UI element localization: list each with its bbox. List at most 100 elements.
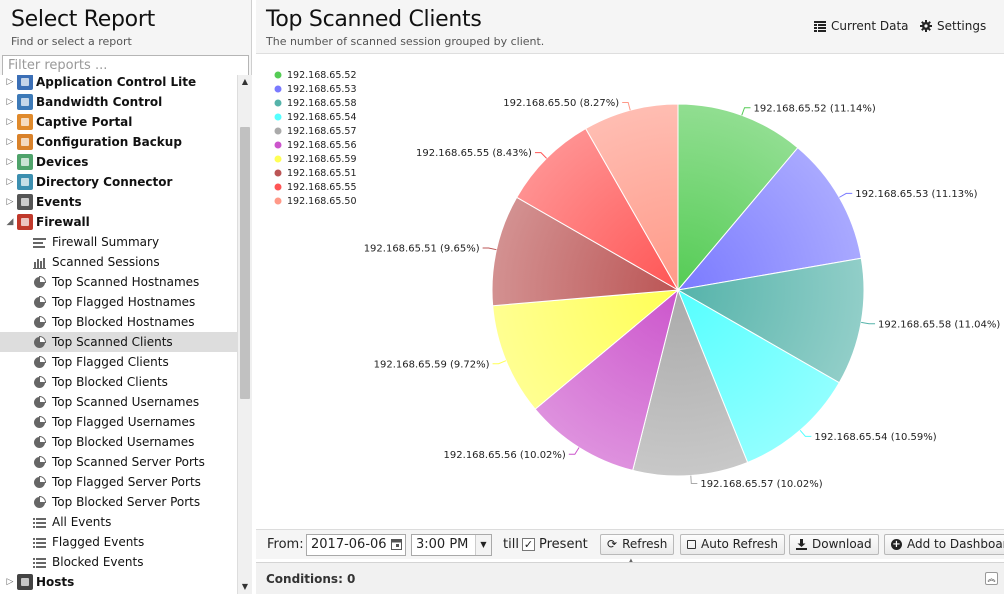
pie-slice-192-168-65-54[interactable] — [676, 288, 840, 464]
date-value: 2017-06-06 — [311, 537, 387, 552]
pie-slices — [491, 103, 865, 477]
report-toolbar: From: 2017-06-06 3:00 PM ▼ till ✓ Presen… — [256, 529, 1004, 559]
scroll-up-arrow-icon[interactable]: ▲ — [241, 77, 249, 86]
present-checkbox[interactable]: ✓ — [522, 538, 535, 551]
calendar-icon[interactable] — [391, 539, 402, 550]
legend-item[interactable]: 192.168.65.58 — [287, 98, 357, 109]
tree-item-flagged-events[interactable]: Flagged Events — [0, 532, 237, 552]
tree-item-top-flagged-usernames[interactable]: Top Flagged Usernames — [0, 412, 237, 432]
tree-item-top-blocked-clients[interactable]: Top Blocked Clients — [0, 372, 237, 392]
pie-chart-icon — [34, 476, 46, 488]
time-select[interactable]: 3:00 PM ▼ — [411, 534, 492, 556]
pie-slice-192-168-65-56[interactable] — [534, 288, 679, 472]
add-dashboard-label: Add to Dashboard — [907, 537, 1004, 551]
legend-item[interactable]: 192.168.65.53 — [287, 84, 357, 95]
tree-item-label: Top Flagged Hostnames — [52, 295, 196, 309]
scrollbar-thumb[interactable] — [240, 127, 250, 399]
add-to-dashboard-button[interactable]: + Add to Dashboard — [884, 534, 1004, 555]
tree-item-top-blocked-server-ports[interactable]: Top Blocked Server Ports — [0, 492, 237, 512]
tree-item-top-scanned-clients[interactable]: Top Scanned Clients — [0, 332, 237, 352]
tree-item-top-scanned-usernames[interactable]: Top Scanned Usernames — [0, 392, 237, 412]
scroll-down-arrow-icon[interactable]: ▼ — [241, 582, 249, 591]
refresh-button[interactable]: ⟳ Refresh — [600, 534, 675, 555]
conditions-panel[interactable]: Conditions: 0 ︽ — [256, 562, 1004, 594]
tree-item-all-events[interactable]: All Events — [0, 512, 237, 532]
tree-category-hosts[interactable]: ▷ Hosts — [0, 572, 237, 592]
filter-reports-input[interactable] — [2, 55, 249, 76]
legend-item[interactable]: 192.168.65.54 — [287, 112, 357, 123]
collapsed-arrow-icon[interactable]: ▷ — [6, 177, 14, 187]
tree-item-label: Top Flagged Usernames — [52, 415, 196, 429]
report-sidebar: Select Report Find or select a report ▷ A… — [0, 0, 252, 594]
legend-item[interactable]: 192.168.65.56 — [287, 140, 357, 151]
tree-item-label: Firewall Summary — [52, 235, 160, 249]
slice-label: 192.168.65.50 (8.27%) — [503, 98, 619, 109]
tree-item-top-blocked-hostnames[interactable]: Top Blocked Hostnames — [0, 312, 237, 332]
tree-item-top-blocked-usernames[interactable]: Top Blocked Usernames — [0, 432, 237, 452]
pie-chart-icon — [34, 296, 46, 308]
pie-slice-192-168-65-50[interactable] — [584, 103, 679, 292]
report-description: The number of scanned session grouped by… — [266, 35, 545, 48]
pie-chart-icon — [34, 316, 46, 328]
tree-category-devices[interactable]: ▷ Devices — [0, 152, 237, 172]
tree-item-scanned-sessions[interactable]: Scanned Sessions — [0, 252, 237, 272]
tree-item-top-flagged-server-ports[interactable]: Top Flagged Server Ports — [0, 472, 237, 492]
download-button[interactable]: Download — [789, 534, 879, 555]
download-icon — [796, 539, 807, 550]
tree-item-top-flagged-clients[interactable]: Top Flagged Clients — [0, 352, 237, 372]
chevron-down-icon[interactable]: ▼ — [475, 535, 491, 555]
checkbox-empty-icon — [687, 540, 696, 549]
legend-item[interactable]: 192.168.65.55 — [287, 182, 357, 193]
collapsed-arrow-icon[interactable]: ▷ — [6, 97, 14, 107]
pie-slice-192-168-65-51[interactable] — [491, 196, 680, 307]
tree-category-application-control-lite[interactable]: ▷ Application Control Lite — [0, 75, 237, 92]
tree-category-label: Directory Connector — [36, 175, 173, 189]
collapsed-arrow-icon[interactable]: ▷ — [6, 197, 14, 207]
slice-label: 192.168.65.55 (8.43%) — [416, 148, 532, 159]
tree-item-label: Flagged Events — [52, 535, 145, 549]
collapsed-arrow-icon[interactable]: ▷ — [6, 117, 14, 127]
tree-category-configuration-backup[interactable]: ▷ Configuration Backup — [0, 132, 237, 152]
pie-slice-192-168-65-57[interactable] — [632, 288, 749, 477]
pie-slice-192-168-65-58[interactable] — [676, 257, 865, 384]
date-field[interactable]: 2017-06-06 — [306, 534, 406, 556]
settings-button[interactable]: Settings — [920, 19, 986, 33]
legend-item[interactable]: 192.168.65.50 — [287, 196, 357, 207]
tree-item-top-scanned-hostnames[interactable]: Top Scanned Hostnames — [0, 272, 237, 292]
splitter-handle-icon[interactable]: ▲ — [628, 557, 634, 565]
slice-leader-line — [622, 102, 631, 111]
tree-category-captive-portal[interactable]: ▷ Captive Portal — [0, 112, 237, 132]
tree-category-label: Devices — [36, 155, 89, 169]
tree-item-top-flagged-hostnames[interactable]: Top Flagged Hostnames — [0, 292, 237, 312]
tree-category-events[interactable]: ▷ Events — [0, 192, 237, 212]
slice-label: 192.168.65.51 (9.65%) — [364, 243, 480, 254]
tree-category-firewall[interactable]: ◢ Firewall — [0, 212, 237, 232]
tree-item-blocked-events[interactable]: Blocked Events — [0, 552, 237, 572]
collapsed-arrow-icon[interactable]: ▷ — [6, 157, 14, 167]
legend-item[interactable]: 192.168.65.52 — [287, 70, 357, 81]
legend-item[interactable]: 192.168.65.51 — [287, 168, 357, 179]
events-icon — [17, 194, 33, 210]
legend-item[interactable]: 192.168.65.57 — [287, 126, 357, 137]
collapsed-arrow-icon[interactable]: ▷ — [6, 137, 14, 147]
pie-slice-192-168-65-55[interactable] — [516, 127, 680, 292]
current-data-button[interactable]: Current Data — [814, 19, 909, 33]
collapsed-arrow-icon[interactable]: ▷ — [6, 577, 14, 587]
tree-item-firewall-summary[interactable]: Firewall Summary — [0, 232, 237, 252]
tree-category-bandwidth-control[interactable]: ▷ Bandwidth Control — [0, 92, 237, 112]
collapse-icon[interactable]: ︽ — [985, 572, 998, 585]
present-label: Present — [539, 537, 588, 552]
tree-item-top-scanned-server-ports[interactable]: Top Scanned Server Ports — [0, 452, 237, 472]
firewall-icon — [17, 214, 33, 230]
conditions-label: Conditions: 0 — [266, 572, 356, 586]
expanded-arrow-icon[interactable]: ◢ — [6, 217, 14, 227]
text-lines-icon — [33, 238, 46, 248]
legend-swatch — [274, 127, 282, 135]
tree-scrollbar[interactable]: ▲ ▼ — [237, 75, 252, 594]
gear-icon — [920, 20, 932, 32]
tree-category-directory-connector[interactable]: ▷ Directory Connector — [0, 172, 237, 192]
legend-item[interactable]: 192.168.65.59 — [287, 154, 357, 165]
report-tree: ▷ Application Control Lite ▷ Bandwidth Cont… — [0, 75, 237, 594]
auto-refresh-button[interactable]: Auto Refresh — [680, 534, 785, 555]
collapsed-arrow-icon[interactable]: ▷ — [6, 77, 14, 87]
